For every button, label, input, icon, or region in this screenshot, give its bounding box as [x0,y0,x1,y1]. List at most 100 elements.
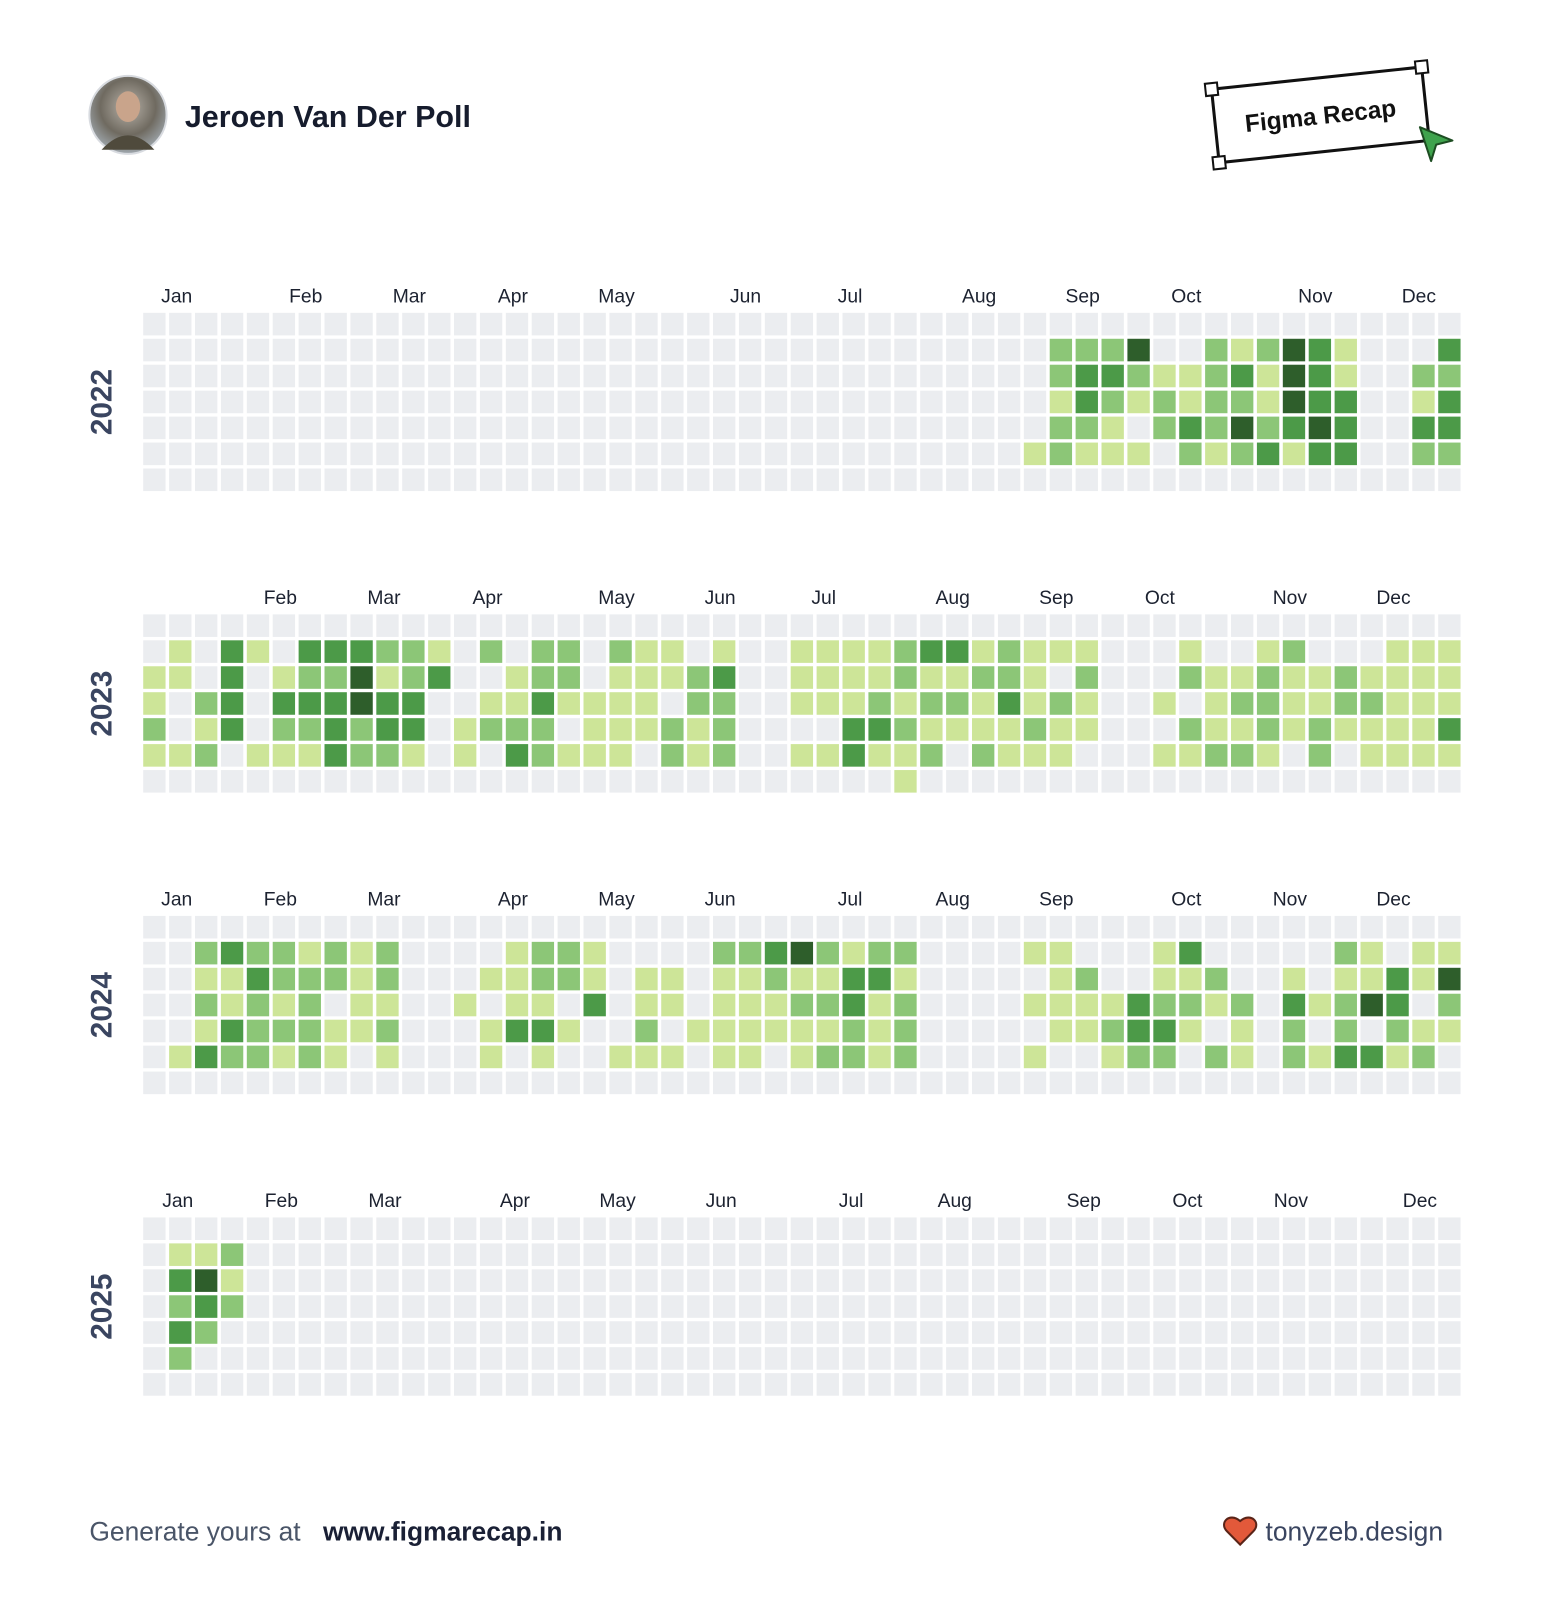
day-cell [531,1243,555,1266]
day-cell [842,1269,865,1292]
footer-credit[interactable]: tonyzeb.design [1266,1516,1444,1546]
day-cell [816,718,839,741]
user-name: Jeroen Van Der Poll [185,100,471,134]
day-cell [1412,1243,1435,1266]
day-cell [1282,1019,1306,1043]
day-cell [298,1045,321,1069]
day-cell [1412,941,1435,965]
day-cell [1412,1217,1435,1240]
year-label: 2022 [86,369,119,435]
day-cell [868,1321,891,1344]
day-cell [816,1373,839,1396]
day-cell [272,1295,296,1318]
day-cell [402,1019,425,1043]
day-cell [713,718,736,741]
day-cell [505,338,529,362]
day-cell [1282,312,1306,336]
day-cell [1360,1243,1383,1266]
day-cell [997,1295,1021,1318]
day-cell [531,967,555,991]
day-cell [272,312,296,336]
day-cell [350,1217,373,1240]
day-cell [583,770,606,793]
day-cell [635,1019,658,1043]
day-cell [1101,718,1124,741]
day-cell [531,1045,555,1069]
day-cell [479,692,503,715]
day-cell [661,1295,684,1318]
day-cell [1386,993,1409,1017]
day-cell [1101,941,1124,965]
day-cell [946,967,969,991]
day-cell [790,993,814,1017]
day-cell [428,364,451,388]
day-cell [738,941,762,965]
day-cell [920,1045,943,1069]
day-cell [790,364,814,388]
footer-link[interactable]: www.figmarecap.in [322,1516,562,1546]
day-cell [1282,1243,1306,1266]
day-cell [246,770,270,793]
day-cell [1360,338,1383,362]
day-cell [246,338,270,362]
day-cell [505,993,529,1017]
day-cell [402,442,425,466]
day-cell [169,1019,192,1043]
day-cell [738,770,762,793]
day-cell [350,312,373,336]
day-cell [428,640,451,663]
day-cell [997,1019,1021,1043]
day-cell [1308,640,1332,663]
day-cell [557,338,580,362]
day-cell [1438,692,1461,715]
day-cell [376,1295,399,1318]
day-cell [1438,915,1461,939]
day-cell [764,614,788,637]
day-cell [661,1045,684,1069]
day-cell [1127,666,1150,689]
day-cell [764,416,788,440]
day-cell [1023,390,1047,414]
day-cell [402,338,425,362]
day-cell [428,1019,451,1043]
day-cell [1308,390,1332,414]
day-cell [531,338,555,362]
day-cell [816,338,839,362]
day-cell [531,770,555,793]
day-cell [454,1269,477,1292]
day-cell [1438,770,1461,793]
day-cell [1412,1045,1435,1069]
day-cell [738,993,762,1017]
day-cell [1153,1373,1176,1396]
day-cell [1256,1321,1280,1344]
day-cell [661,692,684,715]
day-cell [272,1045,296,1069]
day-cell [220,1217,244,1240]
day-cell [816,1217,839,1240]
day-cell [920,692,943,715]
day-cell [609,312,632,336]
day-cell [1412,993,1435,1017]
day-cell [997,967,1021,991]
day-cell [1256,312,1280,336]
day-cell [894,744,917,767]
day-cell [1049,718,1073,741]
day-cell [997,1071,1021,1095]
month-label: Jul [811,587,836,609]
day-cell [583,1347,606,1370]
day-cell [402,364,425,388]
day-cell [143,1373,166,1396]
day-cell [557,1295,580,1318]
day-cell [298,640,321,663]
day-cell [454,1295,477,1318]
day-cell [946,692,969,715]
day-cell [376,1071,399,1095]
day-cell [376,1321,399,1344]
day-cell [454,1045,477,1069]
day-cell [1153,640,1176,663]
day-cell [868,1019,891,1043]
day-cell [324,1295,347,1318]
day-cell [1153,364,1176,388]
day-cell [868,1269,891,1292]
